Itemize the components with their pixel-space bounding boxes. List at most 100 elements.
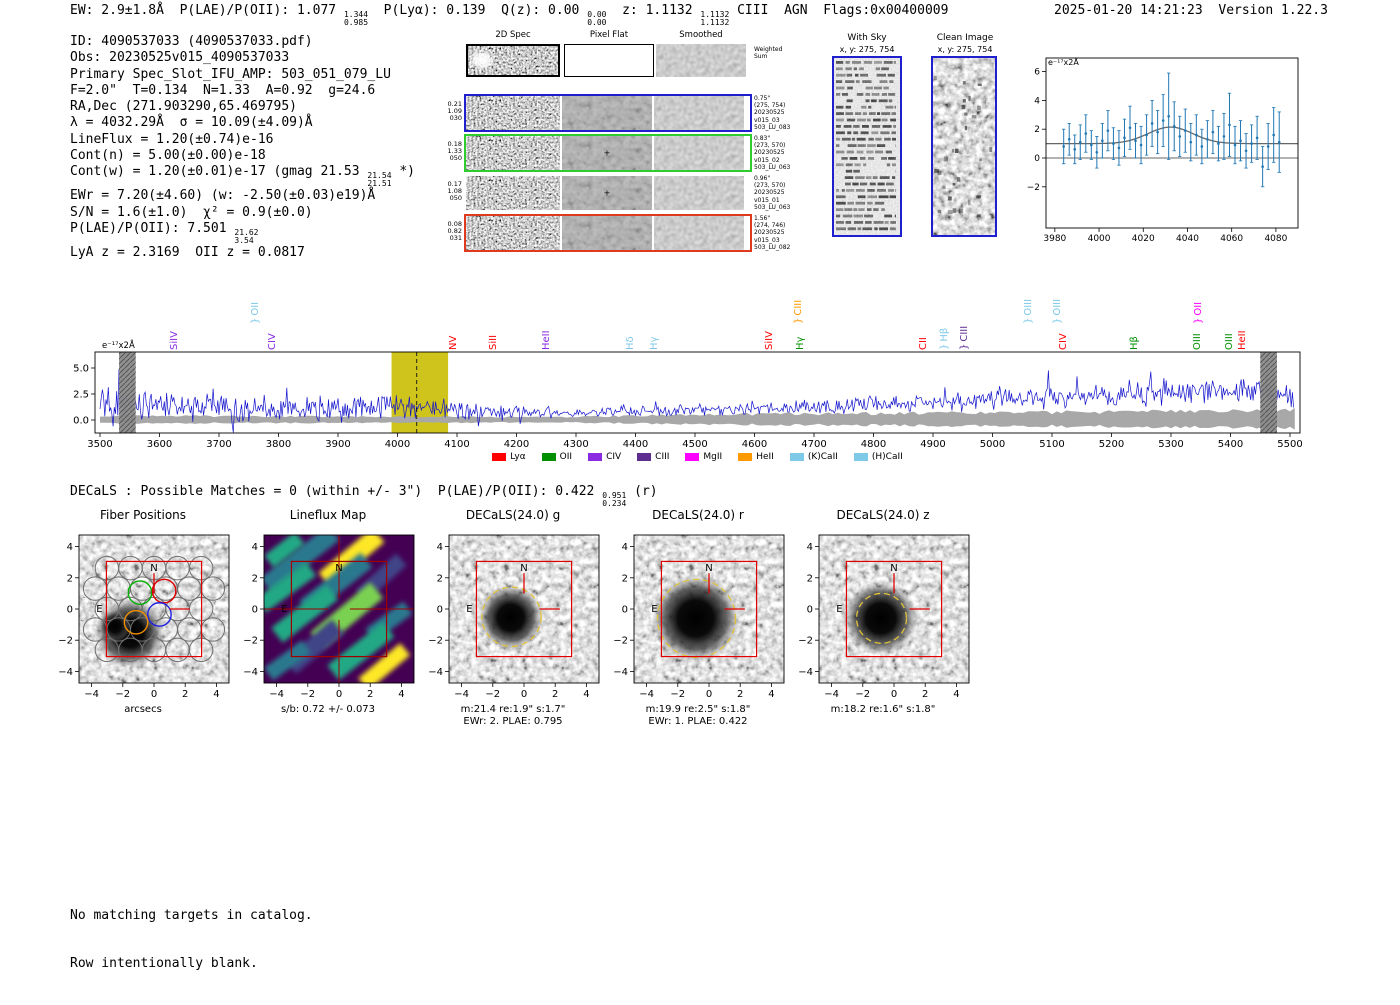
- cutout-title: Lineflux Map: [235, 508, 421, 522]
- svg-text:−4: −4: [798, 667, 813, 678]
- svg-text:−2: −2: [300, 689, 315, 700]
- text-segment: LyA z = 2.3169 OII z = 0.0817: [70, 245, 305, 260]
- text-segment: F=2.0" T=0.134 N=1.33 A=0.92 g=24.6: [70, 83, 375, 98]
- text-segment: (r): [626, 484, 657, 499]
- legend-item: (H)CaII: [854, 452, 903, 462]
- svg-text:−4: −4: [269, 689, 284, 700]
- right-label-line: 503_LU_082: [754, 244, 790, 251]
- svg-text:4200: 4200: [504, 439, 529, 450]
- svg-text:3500: 3500: [87, 439, 112, 450]
- spec2d-row: [464, 94, 752, 132]
- cutout-content: NE: [256, 525, 414, 690]
- spec2d-row: +: [464, 134, 752, 172]
- footer-line2: Row intentionally blank.: [70, 956, 313, 972]
- svg-text:0: 0: [891, 689, 897, 700]
- noise-image: [466, 96, 560, 130]
- info-line: EWr = 7.20(±4.60) (w: -2.50(±0.03)e19)Å: [70, 188, 415, 204]
- cutout-content: NE: [634, 535, 784, 683]
- noise-image: [466, 136, 560, 170]
- legend-swatch: [854, 453, 868, 461]
- svg-text:−4: −4: [639, 689, 654, 700]
- cutout-title: DECaLS(24.0) z: [790, 508, 976, 522]
- svg-text:+: +: [604, 189, 611, 198]
- spec2d-row: +: [464, 174, 752, 212]
- footer-line1: No matching targets in catalog.: [70, 908, 313, 924]
- emission-line-label: } OII: [250, 302, 261, 324]
- clean-panel: [931, 56, 997, 237]
- pixel-flat-image: [562, 216, 652, 250]
- right-label-line: 503_LU_063: [754, 164, 790, 171]
- info-line: Obs: 20230525v015_4090537033: [70, 50, 415, 66]
- noise-image: [654, 216, 744, 250]
- right-label-line: 503_LU_083: [754, 124, 790, 131]
- compass-north: N: [335, 563, 342, 574]
- source-blob: [478, 585, 544, 651]
- text-segment: *): [392, 164, 415, 179]
- svg-text:4080: 4080: [1264, 234, 1287, 244]
- compass-north: N: [705, 563, 712, 574]
- text-segment: P(LAE)/P(OII): 7.501: [70, 221, 234, 236]
- svg-text:4060: 4060: [1220, 234, 1243, 244]
- svg-text:0: 0: [622, 605, 628, 616]
- right-label-line: 20230525: [754, 229, 790, 236]
- svg-text:2: 2: [737, 689, 743, 700]
- svg-text:4900: 4900: [920, 439, 945, 450]
- svg-text:0: 0: [151, 689, 157, 700]
- cutout-caption2: EWr: 2. PLAE: 0.795: [420, 716, 606, 727]
- svg-text:5100: 5100: [1039, 439, 1064, 450]
- svg-text:2: 2: [622, 573, 628, 584]
- svg-text:5000: 5000: [980, 439, 1005, 450]
- cutout-content: NE: [72, 535, 236, 683]
- svg-text:6: 6: [1034, 68, 1040, 78]
- emission-line-label: } OII: [1193, 302, 1204, 324]
- svg-text:3900: 3900: [325, 439, 350, 450]
- legend-label: (K)CaII: [808, 452, 838, 462]
- decals-match-line: DECaLS : Possible Matches = 0 (within +/…: [70, 484, 658, 508]
- svg-text:2: 2: [437, 573, 443, 584]
- svg-text:4: 4: [213, 689, 219, 700]
- right-label-line: (273, 570): [754, 142, 790, 149]
- svg-text:4: 4: [437, 542, 443, 553]
- svg-text:2: 2: [252, 573, 258, 584]
- source-blob: [651, 574, 740, 663]
- legend-label: CIV: [606, 452, 621, 462]
- info-line: F=2.0" T=0.134 N=1.33 A=0.92 g=24.6: [70, 83, 415, 99]
- svg-text:2: 2: [922, 689, 928, 700]
- compass-east: E: [836, 604, 842, 615]
- text-segment: Cont(n) = 5.00(±0.00)e-18: [70, 148, 266, 163]
- legend-swatch: [542, 453, 556, 461]
- svg-text:0: 0: [706, 689, 712, 700]
- right-label-line: v015_02: [754, 157, 790, 164]
- right-label-line: 20230525: [754, 109, 790, 116]
- svg-text:3700: 3700: [206, 439, 231, 450]
- cutout-caption: m:18.2 re:1.6" s:1.8": [790, 704, 976, 715]
- legend-swatch: [738, 453, 752, 461]
- right-label-line: 0.83": [754, 135, 790, 142]
- timestamp: 2025-01-20 14:21:23: [1054, 3, 1203, 18]
- cutout-title: DECaLS(24.0) r: [605, 508, 791, 522]
- svg-text:4000: 4000: [1088, 234, 1111, 244]
- right-label-line: 20230525: [754, 189, 790, 196]
- right-label-line: (274, 746): [754, 222, 790, 229]
- svg-text:−4: −4: [824, 689, 839, 700]
- legend-label: MgII: [703, 452, 722, 462]
- right-label-line: 20230525: [754, 149, 790, 156]
- pixel-flat-image: [562, 96, 652, 130]
- svg-text:−4: −4: [613, 667, 628, 678]
- legend-label: (H)CaII: [872, 452, 903, 462]
- cutout-title: Fiber Positions: [50, 508, 236, 522]
- info-line: λ = 4032.29Å σ = 10.09(±4.09)Å: [70, 115, 415, 131]
